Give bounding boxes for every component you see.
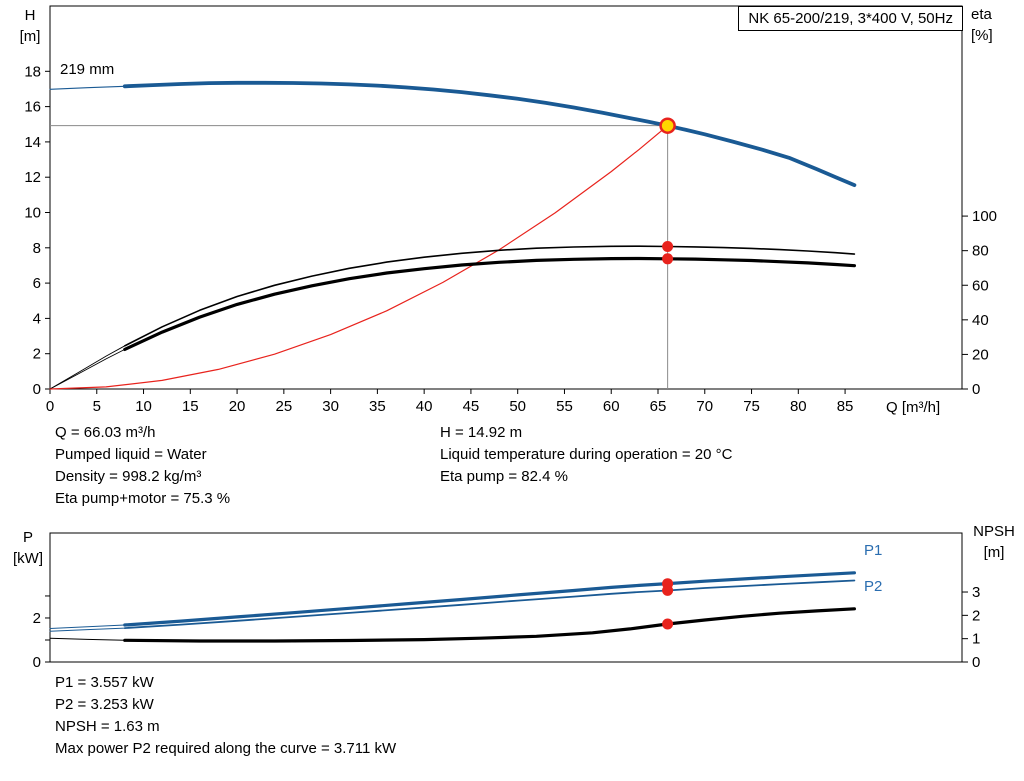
plot-frame-2 bbox=[49, 532, 963, 663]
impeller-diameter-label: 219 mm bbox=[60, 61, 115, 78]
y-left-tick-label: 0 bbox=[33, 654, 41, 671]
p-axis-title: P [kW] bbox=[6, 527, 50, 569]
y-left-tick-label: 16 bbox=[24, 99, 41, 116]
p2-point bbox=[662, 584, 674, 596]
head-curve bbox=[122, 80, 857, 188]
pumped-liquid-value: Pumped liquid = Water bbox=[55, 446, 207, 463]
y-left-tick-label: 14 bbox=[24, 134, 41, 151]
plot-frame-1 bbox=[49, 5, 963, 390]
x-tick-label: 30 bbox=[322, 398, 339, 415]
x-tick-label: 15 bbox=[182, 398, 199, 415]
x-tick-label: 80 bbox=[790, 398, 807, 415]
npsh-axis-title: NPSH [m] bbox=[966, 521, 1022, 563]
x-tick-label: 55 bbox=[556, 398, 573, 415]
y-left-tick-label: 2 bbox=[33, 610, 41, 627]
y-left-tick-label: 6 bbox=[33, 275, 41, 292]
y-right-tick-label: 1 bbox=[972, 631, 980, 648]
y-right-tick-label: 0 bbox=[972, 654, 980, 671]
x-tick-label: 40 bbox=[416, 398, 433, 415]
p1-curve-label: P1 bbox=[864, 542, 883, 559]
p2-value: P2 = 3.253 kW bbox=[55, 696, 154, 713]
duty-info-left-column: Q = 66.03 m³/h Pumped liquid = Water Den… bbox=[55, 424, 230, 512]
head-curve-extension bbox=[49, 85, 126, 90]
p-axis-unit: [kW] bbox=[13, 550, 43, 567]
x-tick-label: 0 bbox=[46, 398, 54, 415]
eta-axis-unit: [%] bbox=[971, 27, 993, 44]
flow-value: Q = 66.03 m³/h bbox=[55, 424, 156, 441]
y-right-tick-label: 2 bbox=[972, 607, 980, 624]
npsh-point bbox=[662, 618, 674, 630]
liquid-temperature-value: Liquid temperature during operation = 20… bbox=[440, 446, 733, 463]
y-right-tick-label: 0 bbox=[972, 381, 980, 398]
y-right-tick-label: 60 bbox=[972, 277, 989, 294]
p-axis-name: P bbox=[22, 529, 33, 546]
y-left-tick-label: 0 bbox=[33, 381, 41, 398]
y-right-tick-label: 20 bbox=[972, 346, 989, 363]
y-right-tick-label: 100 bbox=[972, 208, 997, 225]
x-tick-label: 25 bbox=[276, 398, 293, 415]
pump-title-box: NK 65-200/219, 3*400 V, 50Hz bbox=[738, 6, 963, 31]
max-power-value: Max power P2 required along the curve = … bbox=[55, 740, 397, 757]
x-tick-label: 20 bbox=[229, 398, 246, 415]
system-curve bbox=[49, 125, 669, 390]
npsh-curve bbox=[123, 607, 857, 643]
eta-pump-point bbox=[662, 241, 674, 252]
eta-pump-motor-curve bbox=[123, 256, 857, 351]
npsh-axis-name: NPSH bbox=[973, 523, 1015, 540]
duty-point bbox=[659, 117, 676, 134]
x-tick-label: 10 bbox=[135, 398, 152, 415]
y-right-tick-label: 40 bbox=[972, 312, 989, 329]
eta-axis-title: eta [%] bbox=[971, 4, 993, 46]
y-left-tick-label: 12 bbox=[24, 169, 41, 186]
eta-pump-motor-value: Eta pump+motor = 75.3 % bbox=[55, 490, 231, 507]
power-info-block: P1 = 3.557 kW P2 = 3.253 kW NPSH = 1.63 … bbox=[55, 674, 396, 762]
eta-pump-motor-point bbox=[662, 253, 674, 265]
q-axis-title: Q [m³/h] bbox=[886, 399, 941, 416]
x-tick-label: 5 bbox=[93, 398, 101, 415]
y-left-tick-label: 18 bbox=[24, 63, 41, 80]
x-tick-label: 75 bbox=[743, 398, 760, 415]
y-right-tick-label: 80 bbox=[972, 243, 989, 260]
x-tick-label: 65 bbox=[650, 398, 667, 415]
p1-curve bbox=[123, 571, 857, 627]
eta-pump-curve-extension bbox=[49, 345, 126, 390]
p1-value: P1 = 3.557 kW bbox=[55, 674, 154, 691]
x-tick-label: 50 bbox=[509, 398, 526, 415]
p2-curve bbox=[123, 579, 856, 629]
npsh-value: NPSH = 1.63 m bbox=[55, 718, 160, 735]
y-left-tick-label: 10 bbox=[24, 205, 41, 222]
p1-curve-extension bbox=[49, 624, 126, 629]
duty-info-right-column: H = 14.92 m Liquid temperature during op… bbox=[440, 424, 732, 490]
y-right-tick-label: 3 bbox=[972, 584, 980, 601]
x-tick-label: 60 bbox=[603, 398, 620, 415]
eta-pump-motor-curve-extension bbox=[49, 348, 126, 390]
y-left-tick-label: 8 bbox=[33, 240, 41, 257]
pump-title: NK 65-200/219, 3*400 V, 50Hz bbox=[748, 10, 953, 27]
head-value: H = 14.92 m bbox=[440, 424, 523, 441]
eta-pump-curve bbox=[124, 245, 856, 347]
x-tick-label: 70 bbox=[696, 398, 713, 415]
density-value: Density = 998.2 kg/m³ bbox=[55, 468, 202, 485]
x-tick-label: 45 bbox=[463, 398, 480, 415]
eta-axis-name: eta bbox=[971, 6, 992, 23]
y-left-tick-label: 2 bbox=[33, 346, 41, 363]
eta-pump-value: Eta pump = 82.4 % bbox=[440, 468, 568, 485]
y-left-tick-label: 4 bbox=[33, 310, 41, 327]
p2-curve-label: P2 bbox=[864, 578, 883, 595]
h-axis-name: H bbox=[24, 7, 36, 24]
p2-curve-extension bbox=[49, 627, 126, 632]
npsh-axis-unit: [m] bbox=[983, 544, 1005, 561]
x-tick-label: 85 bbox=[837, 398, 854, 415]
h-axis-title: H [m] bbox=[12, 5, 48, 47]
x-tick-label: 35 bbox=[369, 398, 386, 415]
h-axis-unit: [m] bbox=[19, 28, 41, 45]
npsh-curve-extension bbox=[49, 637, 126, 641]
